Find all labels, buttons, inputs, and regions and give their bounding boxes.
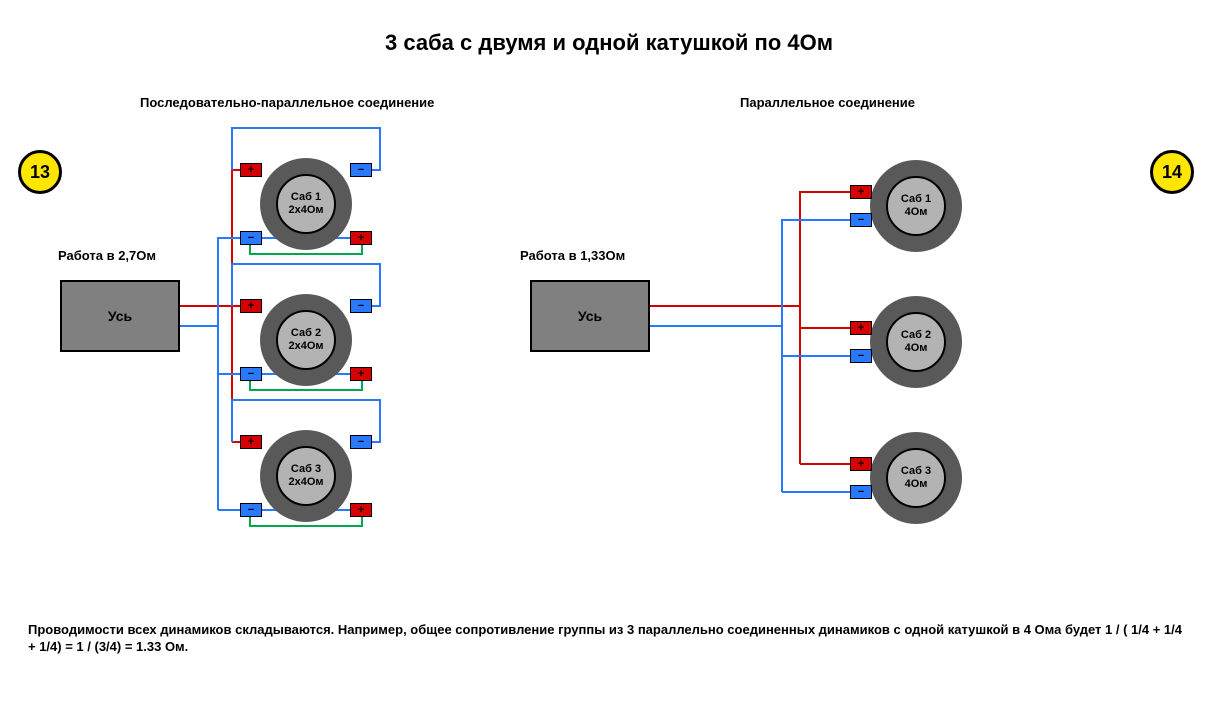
plus-sign: + xyxy=(358,232,364,244)
left-amp: Усь xyxy=(60,280,180,352)
left-subtitle: Последовательно-параллельное соединение xyxy=(140,95,434,110)
minus-sign: − xyxy=(858,486,864,498)
plus-sign: + xyxy=(858,186,864,198)
right-subtitle: Параллельное соединение xyxy=(740,95,915,110)
right-sub-1: Саб 1 4Ом xyxy=(870,160,962,252)
badge-left: 13 xyxy=(18,150,62,194)
minus-sign: − xyxy=(358,436,364,448)
right-sub1-plus-icon: + xyxy=(850,185,872,199)
left-sub3-bl-minus-icon: − xyxy=(240,503,262,517)
left-sub1-tr-minus-icon: − xyxy=(350,163,372,177)
left-sub-2-spec: 2х4Ом xyxy=(288,340,323,353)
right-sub-3-core: Саб 3 4Ом xyxy=(886,448,946,508)
right-amp-label: Усь xyxy=(578,308,602,324)
right-sub-1-core: Саб 1 4Ом xyxy=(886,176,946,236)
minus-sign: − xyxy=(248,368,254,380)
right-sub-3-spec: 4Ом xyxy=(905,478,928,491)
left-sub-1-name: Саб 1 xyxy=(291,191,321,204)
minus-sign: − xyxy=(858,214,864,226)
left-sub-3-name: Саб 3 xyxy=(291,463,321,476)
left-sub2-bl-minus-icon: − xyxy=(240,367,262,381)
left-sub2-br-plus-icon: + xyxy=(350,367,372,381)
plus-sign: + xyxy=(248,164,254,176)
left-sub2-tr-minus-icon: − xyxy=(350,299,372,313)
left-sub3-br-plus-icon: + xyxy=(350,503,372,517)
right-sub1-minus-icon: − xyxy=(850,213,872,227)
right-sub-2-core: Саб 2 4Ом xyxy=(886,312,946,372)
left-sub-1-spec: 2х4Ом xyxy=(288,204,323,217)
left-sub-3-core: Саб 3 2х4Ом xyxy=(276,446,336,506)
left-sub-3-spec: 2х4Ом xyxy=(288,476,323,489)
plus-sign: + xyxy=(358,368,364,380)
right-sub-1-name: Саб 1 xyxy=(901,193,931,206)
right-sub-2: Саб 2 4Ом xyxy=(870,296,962,388)
diagram-title: 3 саба с двумя и одной катушкой по 4Ом xyxy=(0,30,1218,56)
right-sub2-minus-icon: − xyxy=(850,349,872,363)
right-sub2-plus-icon: + xyxy=(850,321,872,335)
left-amp-label: Усь xyxy=(108,308,132,324)
right-sub-2-spec: 4Ом xyxy=(905,342,928,355)
right-work-label: Работа в 1,33Ом xyxy=(520,248,625,263)
left-sub1-tl-plus-icon: + xyxy=(240,163,262,177)
right-sub-1-spec: 4Ом xyxy=(905,206,928,219)
left-work-label: Работа в 2,7Ом xyxy=(58,248,156,263)
minus-sign: − xyxy=(358,164,364,176)
minus-sign: − xyxy=(248,232,254,244)
plus-sign: + xyxy=(858,458,864,470)
left-sub2-tl-plus-icon: + xyxy=(240,299,262,313)
left-sub-1: Саб 1 2х4Ом xyxy=(260,158,352,250)
badge-right-num: 14 xyxy=(1162,162,1182,183)
badge-left-num: 13 xyxy=(30,162,50,183)
left-sub3-tr-minus-icon: − xyxy=(350,435,372,449)
right-sub3-plus-icon: + xyxy=(850,457,872,471)
footer-note: Проводимости всех динамиков складываются… xyxy=(28,621,1190,656)
left-sub-2-core: Саб 2 2х4Ом xyxy=(276,310,336,370)
left-sub-2-name: Саб 2 xyxy=(291,327,321,340)
plus-sign: + xyxy=(248,300,254,312)
badge-right: 14 xyxy=(1150,150,1194,194)
left-sub1-bl-minus-icon: − xyxy=(240,231,262,245)
minus-sign: − xyxy=(858,350,864,362)
left-sub-3: Саб 3 2х4Ом xyxy=(260,430,352,522)
left-sub-2: Саб 2 2х4Ом xyxy=(260,294,352,386)
right-sub-3-name: Саб 3 xyxy=(901,465,931,478)
right-sub3-minus-icon: − xyxy=(850,485,872,499)
left-sub1-br-plus-icon: + xyxy=(350,231,372,245)
right-amp: Усь xyxy=(530,280,650,352)
plus-sign: + xyxy=(858,322,864,334)
minus-sign: − xyxy=(358,300,364,312)
right-sub-2-name: Саб 2 xyxy=(901,329,931,342)
left-sub3-tl-plus-icon: + xyxy=(240,435,262,449)
minus-sign: − xyxy=(248,504,254,516)
left-sub-1-core: Саб 1 2х4Ом xyxy=(276,174,336,234)
plus-sign: + xyxy=(358,504,364,516)
plus-sign: + xyxy=(248,436,254,448)
right-sub-3: Саб 3 4Ом xyxy=(870,432,962,524)
